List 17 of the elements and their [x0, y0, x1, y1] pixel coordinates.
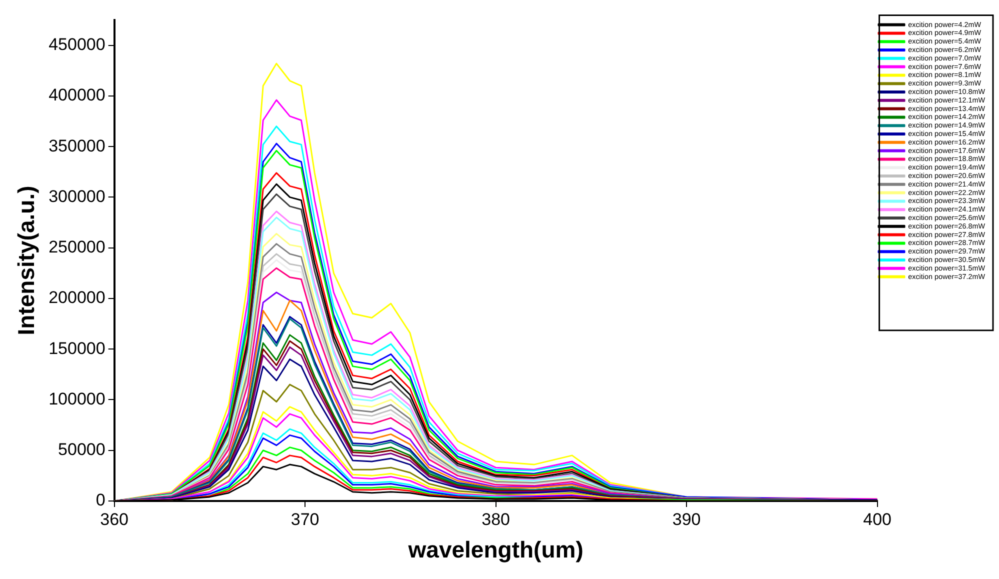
y-tick-label: 0	[96, 490, 106, 510]
y-tick-label: 450000	[48, 35, 106, 54]
y-tick-label: 300000	[48, 186, 106, 206]
x-tick-label: 390	[672, 510, 701, 529]
x-axis-title: wavelength(um)	[407, 536, 584, 563]
x-tick-label: 370	[290, 510, 320, 529]
y-tick-label: 200000	[48, 288, 106, 308]
x-tick-label: 360	[100, 510, 129, 529]
y-tick-label: 100000	[48, 389, 106, 408]
y-tick-label: 250000	[48, 238, 106, 257]
y-tick-label: 50000	[58, 440, 106, 460]
y-tick-label: 400000	[48, 86, 106, 105]
x-tick-label: 400	[863, 510, 892, 529]
y-tick-label: 150000	[48, 338, 106, 358]
y-axis-title: Intensity(a.u.)	[13, 186, 40, 336]
y-tick-label: 350000	[48, 136, 106, 156]
x-tick-label: 380	[482, 510, 510, 529]
